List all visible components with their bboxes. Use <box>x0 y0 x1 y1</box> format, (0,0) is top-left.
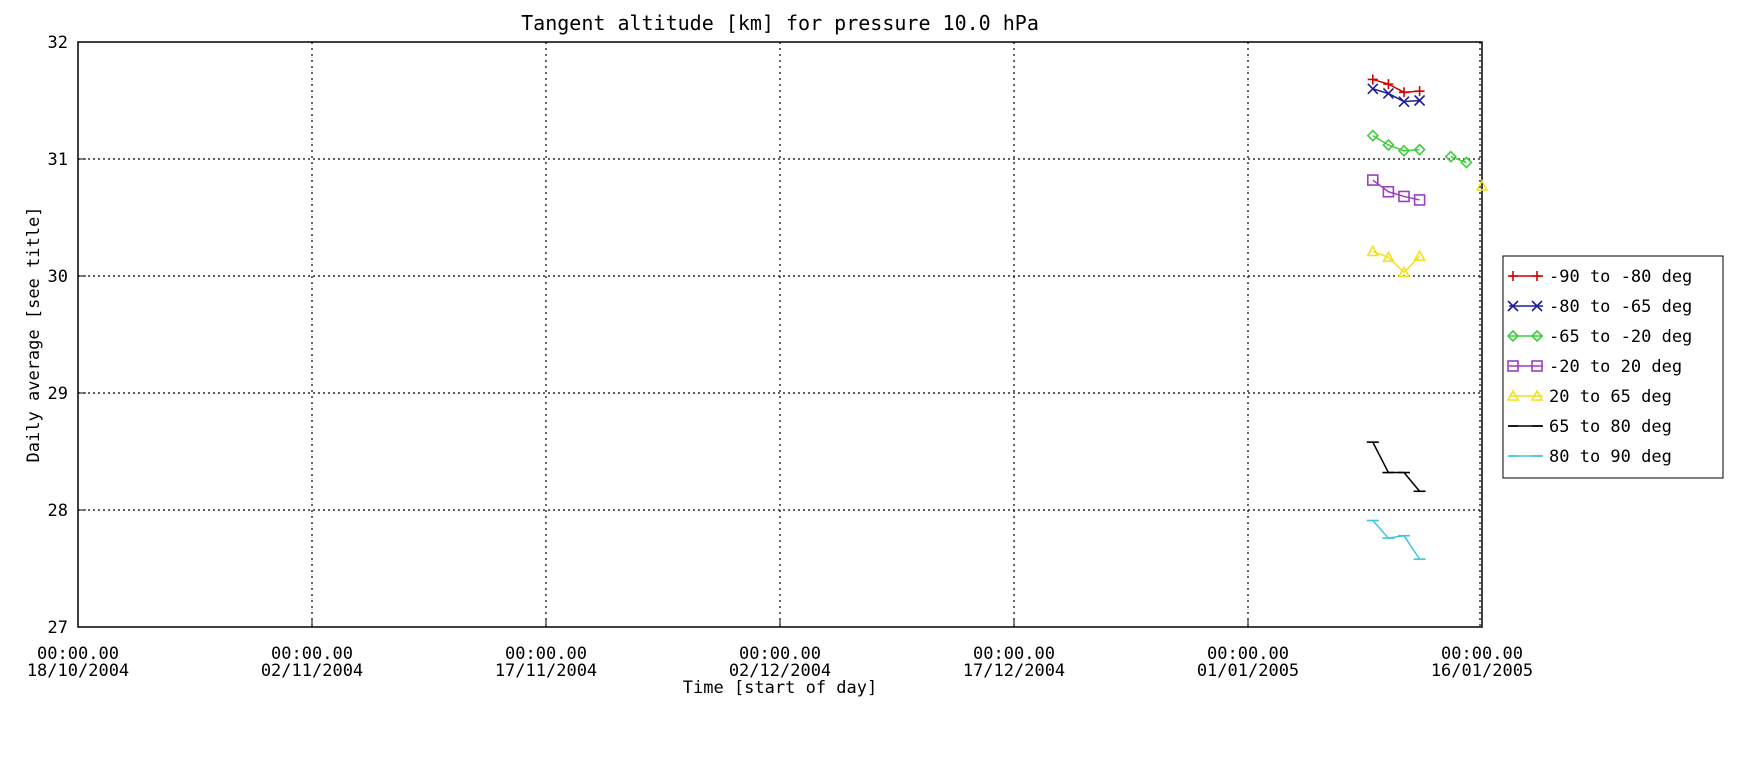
series-line <box>1372 78 1420 94</box>
x-axis-label: Time [start of day] <box>683 678 877 698</box>
data-point-marker <box>1413 143 1426 156</box>
legend-item: 80 to 90 deg <box>1508 447 1672 467</box>
legend-item: -65 to -20 deg <box>1506 327 1692 347</box>
data-point-marker <box>1399 87 1409 98</box>
x-tick-label-date: 01/01/2005 <box>1197 661 1299 681</box>
plot-frame <box>77 41 1483 628</box>
legend-item: -80 to -65 deg <box>1507 297 1692 317</box>
x-tick-label-date: 02/11/2004 <box>261 661 363 681</box>
series-line <box>1372 88 1420 103</box>
data-point-marker <box>1507 360 1519 372</box>
data-point-marker <box>1382 250 1395 263</box>
data-point-marker <box>1367 74 1378 85</box>
data-point-marker <box>1397 144 1411 157</box>
y-tick-label: 29 <box>48 384 68 404</box>
series-line <box>1372 134 1420 152</box>
x-tick-label-time: 00:00.00 <box>271 644 353 664</box>
series-group <box>1366 519 1426 560</box>
data-point-marker <box>1413 194 1426 206</box>
y-tick-label: 28 <box>48 501 68 521</box>
data-point-marker <box>1397 265 1411 278</box>
chart-title: Tangent altitude [km] for pressure 10.0 … <box>521 11 1039 35</box>
series-line <box>1372 520 1421 560</box>
y-axis-label: Daily average [see title] <box>24 207 44 463</box>
data-point-marker <box>1366 244 1380 257</box>
series-group <box>1366 441 1426 493</box>
data-point-marker <box>1414 86 1425 97</box>
data-point-marker <box>1506 389 1520 401</box>
grid-layer <box>78 42 1482 627</box>
x-tick-label-time: 00:00.00 <box>1207 644 1289 664</box>
legend-label: -65 to -20 deg <box>1549 327 1692 347</box>
legend-label: -20 to 20 deg <box>1549 357 1682 377</box>
data-point-marker <box>1366 129 1379 142</box>
tick-layer: 00:00.0018/10/200400:00.0002/11/200400:0… <box>27 33 1533 681</box>
legend-item: -90 to -80 deg <box>1508 267 1692 287</box>
x-tick-label-time: 00:00.00 <box>973 644 1055 664</box>
series-line <box>1372 179 1420 201</box>
data-point-marker <box>1531 300 1543 312</box>
y-tick-label: 32 <box>48 33 68 53</box>
data-point-marker <box>1530 389 1544 401</box>
series-group <box>1366 179 1489 278</box>
series-group <box>1367 74 1425 98</box>
y-tick-label: 31 <box>48 150 68 170</box>
legend-label: -80 to -65 deg <box>1549 297 1692 317</box>
x-tick-label-date: 18/10/2004 <box>27 661 129 681</box>
data-point-marker <box>1531 360 1543 372</box>
data-point-marker <box>1382 185 1395 198</box>
legend-label: -90 to -80 deg <box>1549 267 1692 287</box>
data-point-marker <box>1506 329 1520 343</box>
legend-label: 80 to 90 deg <box>1549 447 1672 467</box>
series-layer <box>1366 74 1489 560</box>
data-point-marker <box>1460 156 1473 169</box>
series-group <box>1367 174 1426 206</box>
legend-item: -20 to 20 deg <box>1507 357 1682 377</box>
data-point-marker <box>1475 179 1489 191</box>
data-point-marker <box>1444 150 1457 163</box>
legend-item: 20 to 65 deg <box>1506 387 1672 407</box>
data-point-marker <box>1382 87 1394 100</box>
x-tick-label-date: 17/11/2004 <box>495 661 597 681</box>
x-tick-label-time: 00:00.00 <box>505 644 587 664</box>
data-point-marker <box>1413 249 1426 261</box>
legend: -90 to -80 deg -80 to -65 deg -65 to -20 d… <box>1502 255 1724 479</box>
data-point-marker <box>1414 94 1426 107</box>
data-point-marker <box>1383 79 1394 90</box>
x-tick-label-time: 00:00.00 <box>739 644 821 664</box>
legend-item: 65 to 80 deg <box>1508 417 1672 437</box>
x-tick-label-time: 00:00.00 <box>37 644 119 664</box>
data-point-marker <box>1508 271 1518 281</box>
data-point-marker <box>1367 174 1379 186</box>
legend-box <box>1502 255 1724 479</box>
x-tick-label-date: 02/12/2004 <box>729 661 831 681</box>
data-point-marker <box>1398 190 1410 203</box>
legend-label: 65 to 80 deg <box>1549 417 1672 437</box>
series-group <box>1367 83 1426 108</box>
y-tick-label: 27 <box>48 618 68 638</box>
series-line <box>1450 155 1467 164</box>
data-point-marker <box>1530 329 1544 343</box>
x-tick-label-date: 17/12/2004 <box>963 661 1065 681</box>
x-tick-label-time: 00:00.00 <box>1441 644 1523 664</box>
x-tick-label-date: 16/01/2005 <box>1431 661 1533 681</box>
data-point-marker <box>1398 96 1410 108</box>
legend-label: 20 to 65 deg <box>1549 387 1672 407</box>
data-point-marker <box>1507 300 1519 312</box>
data-point-marker <box>1367 83 1379 95</box>
series-group <box>1366 129 1473 169</box>
series-line <box>1372 441 1421 492</box>
data-point-marker <box>1382 138 1395 152</box>
series-line <box>1372 250 1421 274</box>
data-point-marker <box>1532 271 1542 281</box>
y-tick-label: 30 <box>48 267 68 287</box>
